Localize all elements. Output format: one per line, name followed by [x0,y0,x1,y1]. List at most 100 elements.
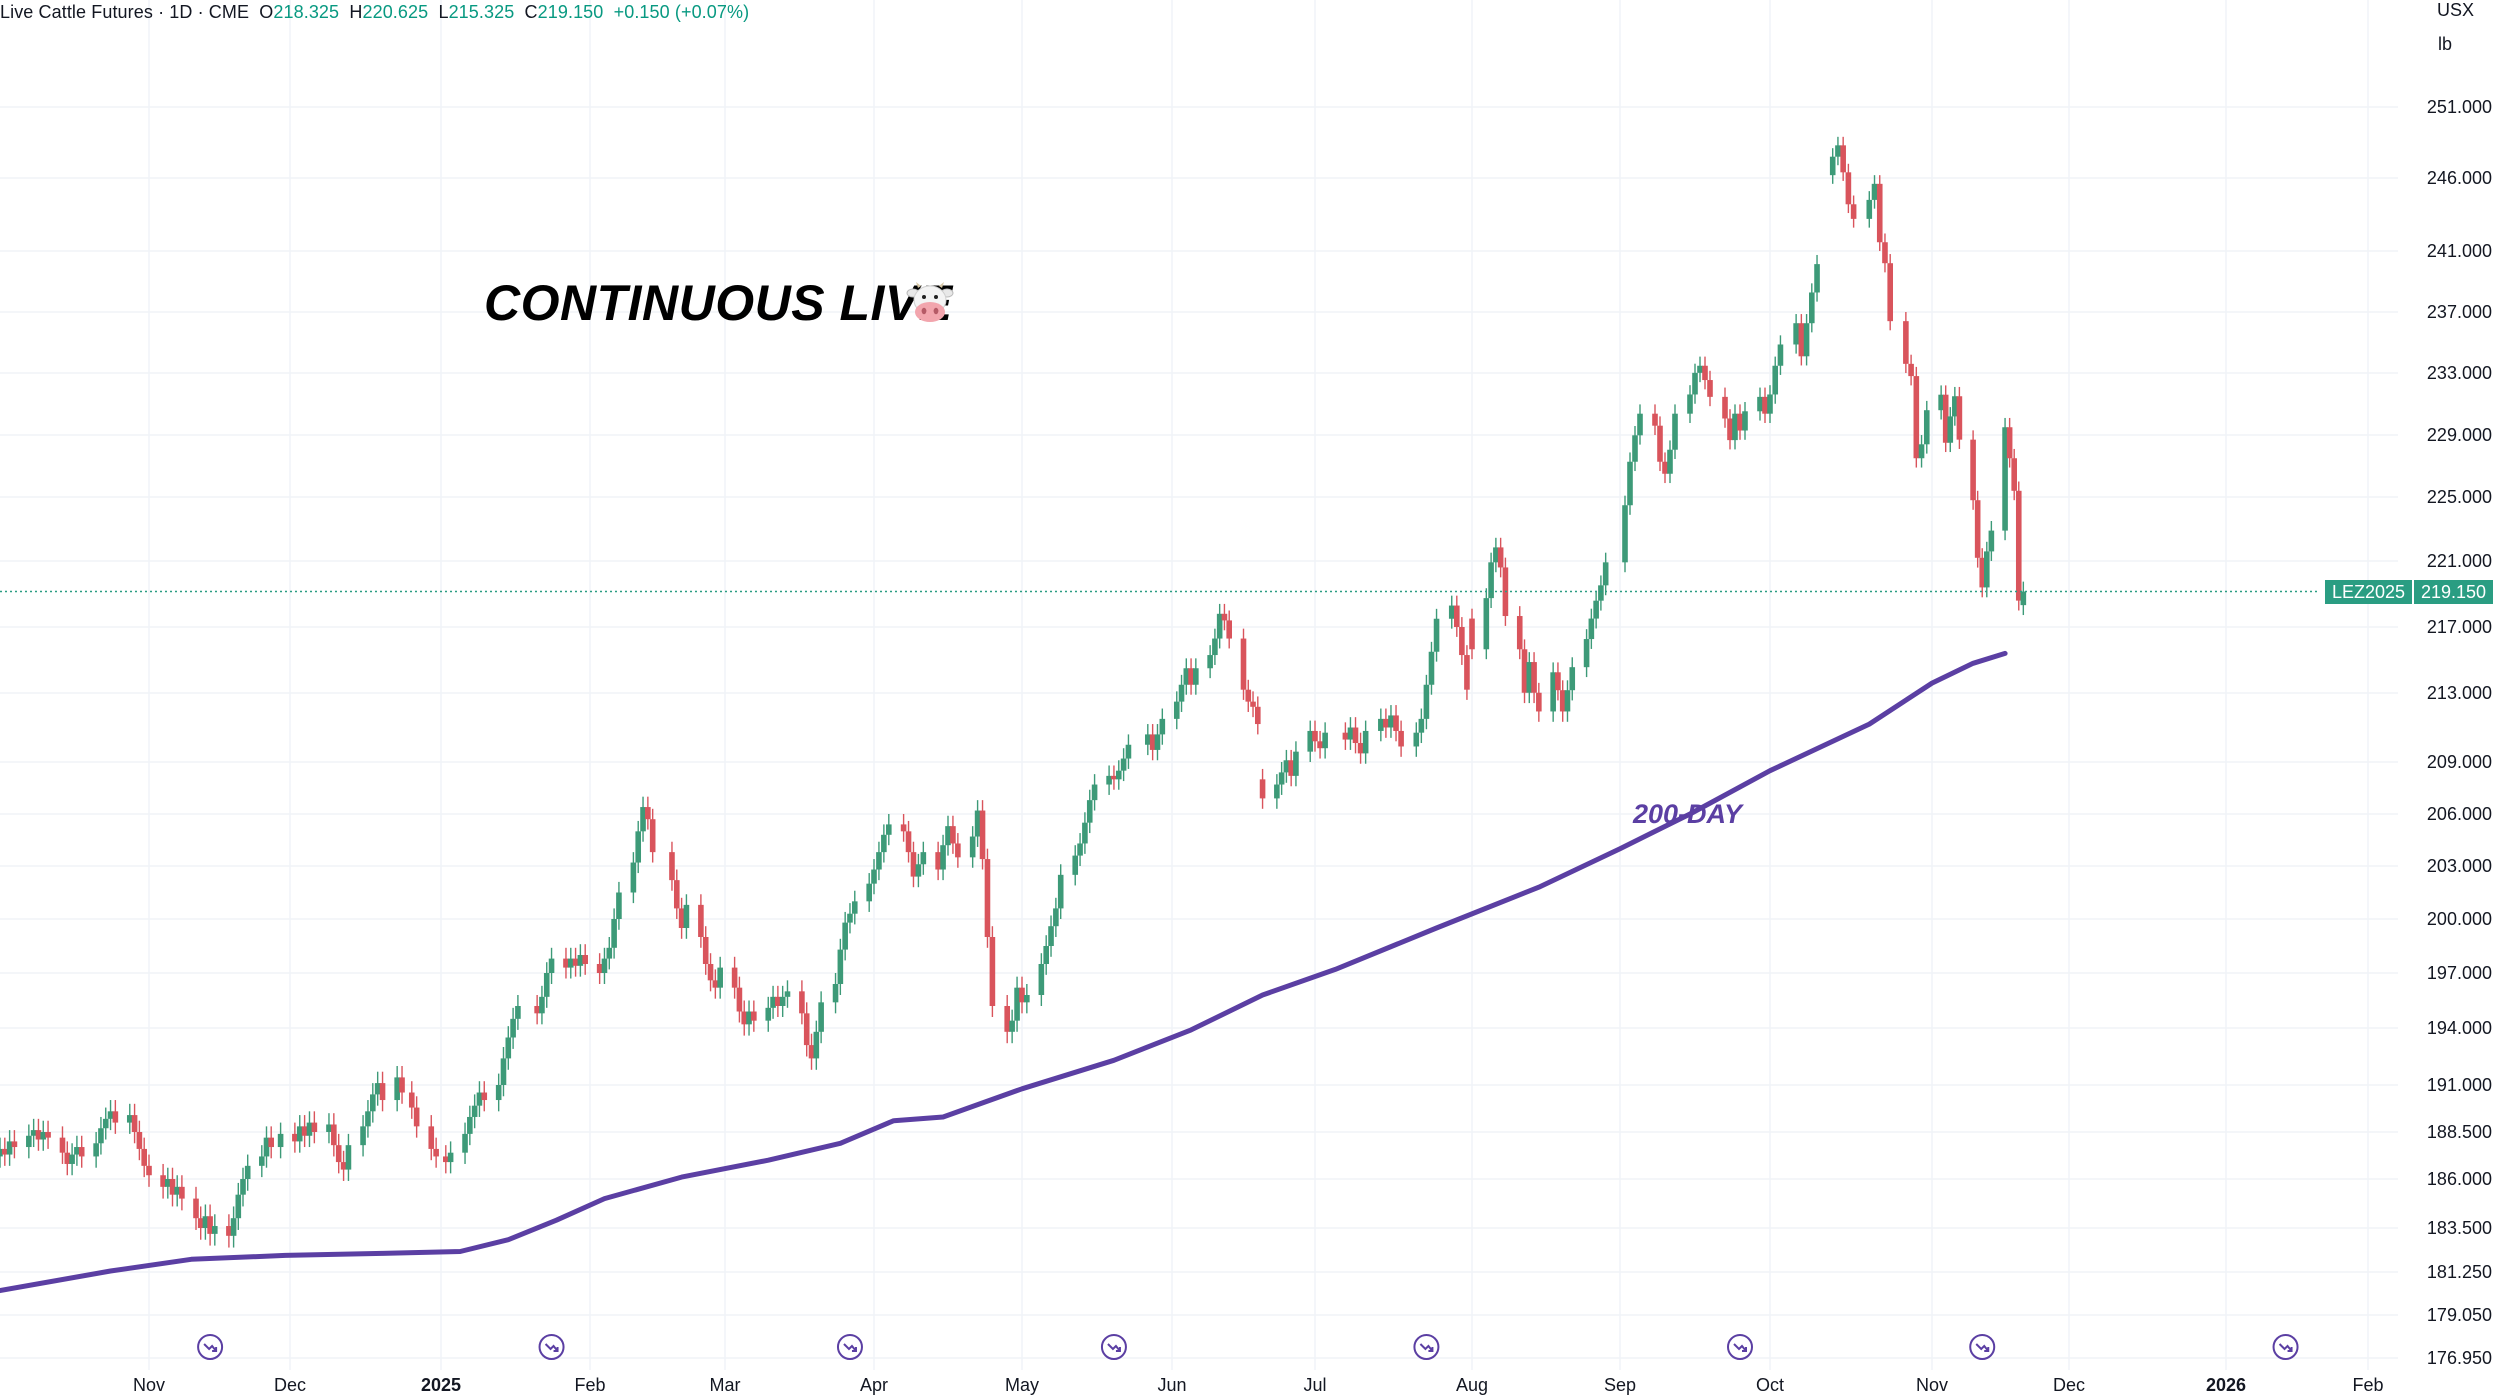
candle-body[interactable] [1707,380,1713,397]
candle-body[interactable] [1497,547,1504,568]
candle-body[interactable] [1086,800,1093,823]
candle-body[interactable] [765,1007,772,1021]
candle-body[interactable] [428,1126,435,1149]
candle-body[interactable] [1216,613,1223,639]
candle-body[interactable] [1009,1020,1015,1032]
candle-body[interactable] [169,1179,176,1195]
candle-body[interactable] [1908,363,1914,377]
candle-body[interactable] [1984,551,1990,588]
candle-body[interactable] [1627,461,1633,506]
candle-body[interactable] [365,1111,371,1127]
candle-body[interactable] [717,967,723,988]
candle-body[interactable] [1154,734,1161,750]
candle-body[interactable] [102,1118,109,1129]
candle-body[interactable] [1226,620,1232,639]
candle-body[interactable] [974,810,981,837]
candle-body[interactable] [136,1132,143,1149]
candle-body[interactable] [2,1148,8,1155]
earnings-arrow-icon[interactable] [836,1334,863,1360]
candle-body[interactable] [408,1092,415,1108]
candle-body[interactable] [1053,908,1059,927]
candle-body[interactable] [1970,439,1976,501]
candle-body[interactable] [979,810,986,860]
candle-body[interactable] [268,1137,274,1148]
symbol-name[interactable]: Live Cattle Futures · 1D · CME [0,2,250,22]
candle-body[interactable] [1115,770,1122,780]
candle-body[interactable] [78,1147,85,1157]
candle-body[interactable] [1024,995,1030,1003]
candle-body[interactable] [1956,396,1963,440]
candle-body[interactable] [1622,505,1628,563]
candle-body[interactable] [1722,396,1728,419]
candle-body[interactable] [572,958,579,966]
candle-body[interactable] [678,908,685,928]
candle-body[interactable] [306,1122,313,1136]
candle-body[interactable] [197,1218,204,1228]
candle-body[interactable] [1555,672,1561,691]
candle-body[interactable] [1521,649,1528,693]
candle-body[interactable] [64,1152,71,1164]
candle-body[interactable] [326,1124,332,1132]
candle-body[interactable] [1803,323,1810,357]
candle-body[interactable] [1737,413,1743,431]
candle-body[interactable] [1593,600,1599,619]
candle-body[interactable] [476,1092,483,1106]
candle-body[interactable] [1632,435,1638,462]
candle-body[interactable] [1091,784,1098,801]
candle-body[interactable] [876,852,882,870]
candle-body[interactable] [1850,204,1857,219]
candle-body[interactable] [601,958,608,973]
candle-body[interactable] [1777,344,1784,366]
candle-body[interactable] [1526,662,1533,693]
candle-body[interactable] [1352,727,1359,744]
candle-body[interactable] [146,1165,152,1176]
candle-body[interactable] [11,1141,18,1148]
candle-body[interactable] [1516,616,1523,650]
candle-body[interactable] [955,843,961,858]
candle-body[interactable] [1145,734,1151,745]
candle-body[interactable] [292,1133,298,1142]
candle-body[interactable] [1672,413,1678,450]
candle-body[interactable] [1871,183,1878,200]
candle-body[interactable] [515,1006,521,1019]
earnings-arrow-icon[interactable] [1969,1334,1996,1360]
candle-body[interactable] [98,1128,104,1144]
candle-body[interactable] [1559,690,1566,712]
candle-body[interactable] [69,1154,75,1164]
candle-body[interactable] [202,1216,209,1228]
candle-body[interactable] [126,1115,133,1123]
candle-body[interactable] [596,964,603,973]
candle-body[interactable] [1173,701,1180,719]
candle-body[interactable] [1988,530,1995,552]
candle-body[interactable] [1583,639,1590,668]
candle-body[interactable] [886,824,892,835]
candle-body[interactable] [1882,242,1888,264]
candle-body[interactable] [910,852,917,877]
candle-body[interactable] [1652,413,1658,426]
candle-body[interactable] [1159,718,1166,735]
candle-body[interactable] [563,958,569,968]
candle-body[interactable] [1004,1006,1010,1032]
candle-body[interactable] [950,826,956,844]
candle-body[interactable] [1493,547,1499,563]
candle-body[interactable] [712,980,719,988]
candle-body[interactable] [1413,732,1420,747]
candle-body[interactable] [818,1002,824,1032]
candle-body[interactable] [1212,638,1218,656]
candle-body[interactable] [207,1216,213,1234]
candle-body[interactable] [731,967,738,988]
candle-body[interactable] [698,904,704,937]
candle-body[interactable] [6,1141,13,1155]
candle-body[interactable] [1378,718,1384,731]
candle-body[interactable] [2006,427,2013,459]
candle-body[interactable] [577,955,584,966]
candle-body[interactable] [900,824,907,832]
candle-body[interactable] [296,1126,303,1142]
earnings-arrow-icon[interactable] [1727,1334,1753,1360]
candle-body[interactable] [969,836,976,858]
candle-body[interactable] [606,947,613,959]
candle-body[interactable] [1357,743,1364,754]
candle-body[interactable] [1550,672,1556,712]
